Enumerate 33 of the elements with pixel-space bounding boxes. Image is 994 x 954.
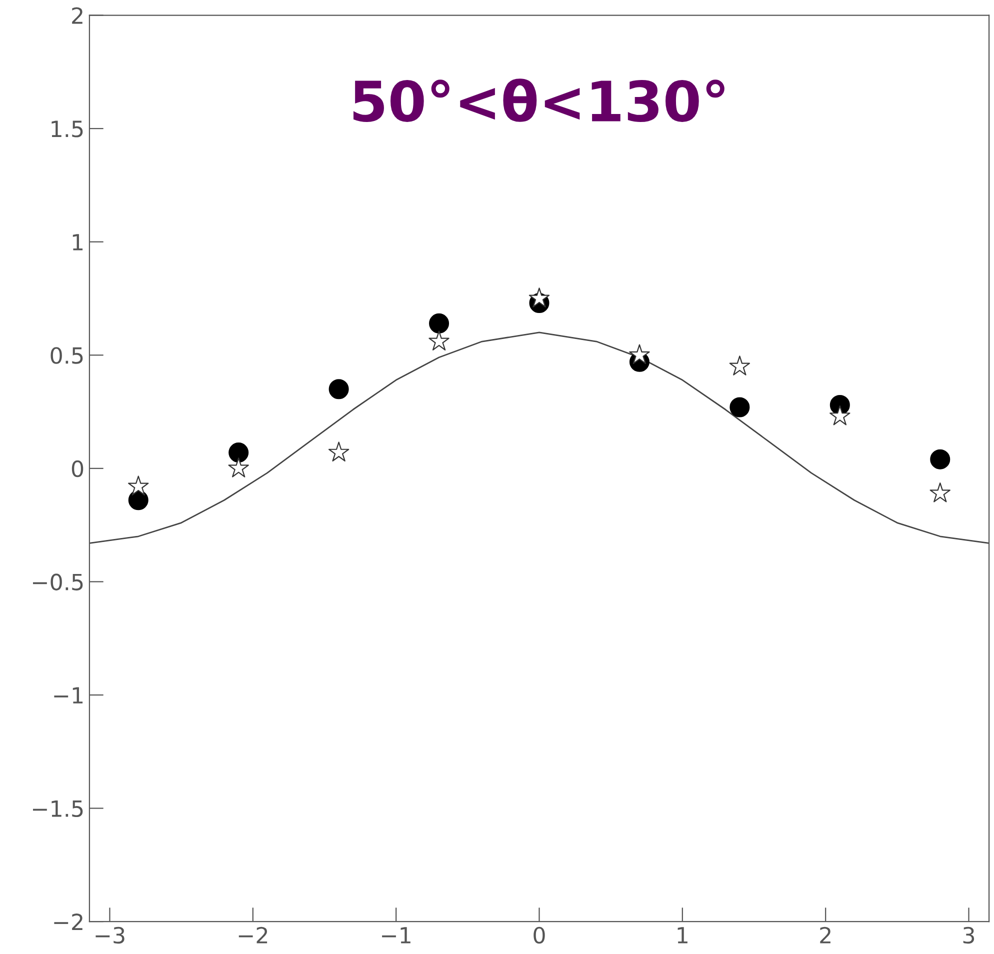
y-tick-label: −1.5	[32, 800, 83, 818]
point	[128, 490, 148, 510]
x-tick-label: 3	[963, 926, 974, 944]
point	[830, 405, 850, 426]
point	[328, 379, 349, 400]
x-tick-label: 0	[534, 926, 545, 944]
y-tick-label: 0	[72, 460, 84, 478]
point	[629, 344, 650, 364]
y-tick-label: −2	[54, 914, 82, 930]
y-tick-label: 0.5	[50, 347, 83, 364]
x-tick-label: −3	[96, 926, 124, 944]
point	[930, 449, 950, 470]
y-tick-label: 2	[72, 7, 82, 24]
annotation: 50°<θ<130°	[353, 78, 724, 122]
x-tick-label: −1	[382, 927, 410, 944]
y-tick-label: −1	[54, 687, 83, 704]
point	[730, 397, 750, 418]
x-tick-label: 1	[678, 927, 688, 944]
point	[429, 313, 450, 334]
x-tick-label: 2	[820, 926, 830, 944]
y-tick-label: 1.5	[52, 120, 83, 138]
point	[930, 482, 950, 502]
y-tick-label: −0.5	[32, 574, 83, 590]
y-tick-label: 1	[72, 234, 83, 250]
line-series	[89, 332, 990, 544]
point	[528, 288, 550, 308]
point	[328, 442, 350, 462]
x-tick-label: −2	[238, 926, 268, 944]
point	[228, 458, 249, 478]
point	[729, 356, 750, 376]
point	[128, 476, 149, 496]
point	[228, 442, 249, 463]
point	[428, 330, 450, 350]
